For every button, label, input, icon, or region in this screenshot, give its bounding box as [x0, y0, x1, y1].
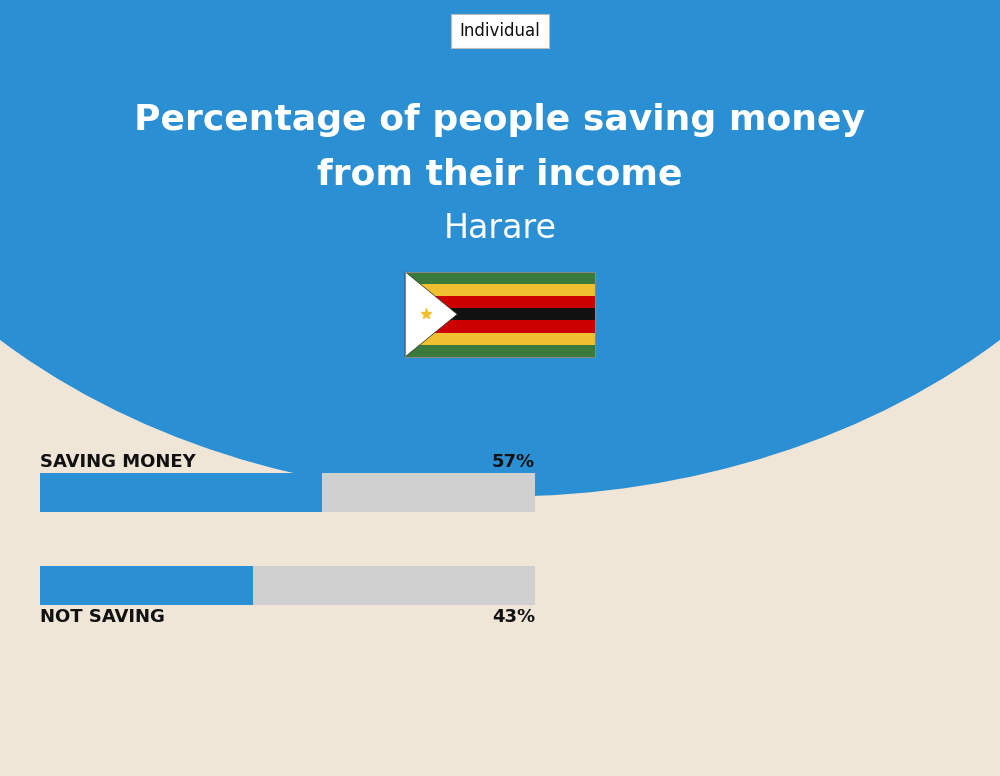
Text: Harare: Harare: [444, 213, 556, 245]
Bar: [405, 320, 595, 333]
Text: 57%: 57%: [492, 452, 535, 471]
Polygon shape: [405, 272, 457, 357]
Bar: [405, 296, 595, 308]
Text: NOT SAVING: NOT SAVING: [40, 608, 165, 626]
Bar: [40, 473, 535, 512]
Ellipse shape: [0, 0, 1000, 497]
Text: Percentage of people saving money: Percentage of people saving money: [134, 103, 866, 137]
Bar: [40, 566, 535, 605]
Bar: [40, 566, 253, 605]
Bar: [405, 272, 595, 357]
Text: SAVING MONEY: SAVING MONEY: [40, 452, 196, 471]
Bar: [405, 345, 595, 357]
Bar: [405, 284, 595, 296]
Bar: [40, 473, 322, 512]
Text: from their income: from their income: [317, 158, 683, 192]
Bar: [405, 308, 595, 320]
Bar: [405, 333, 595, 345]
Bar: [405, 272, 595, 284]
Text: Individual: Individual: [460, 22, 540, 40]
Text: 43%: 43%: [492, 608, 535, 626]
